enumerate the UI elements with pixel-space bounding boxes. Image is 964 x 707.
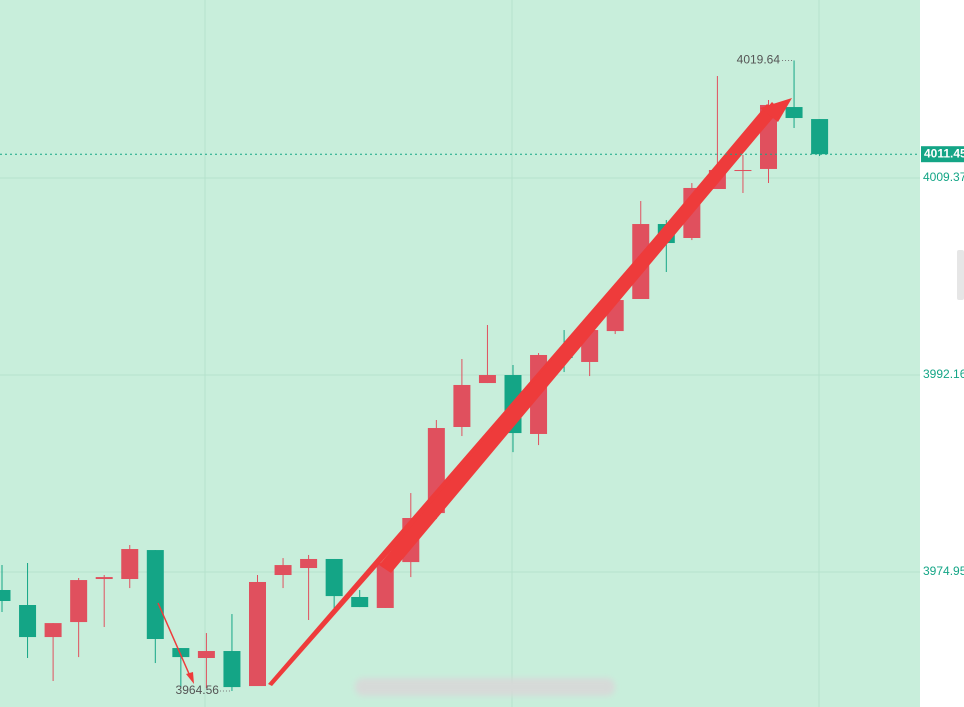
axis-panel bbox=[920, 0, 964, 707]
candle-body bbox=[146, 550, 164, 640]
candle-body bbox=[811, 119, 829, 155]
trend-arrow-thick bbox=[379, 104, 777, 573]
candle-body bbox=[19, 605, 37, 638]
y-tick-label: 3974.95 bbox=[923, 564, 964, 578]
candle-body bbox=[734, 169, 752, 172]
grid bbox=[0, 0, 920, 707]
overlay: 4009.37 3992.16 3974.95 4019.64 3964.56 4011.… bbox=[0, 53, 964, 697]
candle-body bbox=[376, 562, 394, 608]
candle-body bbox=[223, 651, 241, 688]
y-tick-label: 4009.37 bbox=[923, 170, 964, 184]
watermark-blur bbox=[355, 678, 615, 696]
candle-body bbox=[249, 581, 266, 687]
candle-body bbox=[274, 565, 292, 576]
candle-body bbox=[44, 623, 62, 638]
trend-arrow-head bbox=[760, 98, 792, 122]
candle-body bbox=[785, 107, 803, 119]
side-tab[interactable] bbox=[957, 250, 964, 300]
candle-body bbox=[300, 558, 318, 569]
candle-body bbox=[70, 580, 88, 623]
small-arrow bbox=[157, 602, 191, 677]
low-label: 3964.56 bbox=[176, 683, 220, 697]
y-tick-label: 3992.16 bbox=[923, 367, 964, 381]
candle-body bbox=[453, 384, 471, 427]
trend-arrows bbox=[157, 98, 792, 686]
candle-body bbox=[325, 558, 343, 597]
candle-body bbox=[478, 375, 496, 384]
candle-body bbox=[95, 577, 113, 580]
small-arrow-head bbox=[186, 672, 194, 684]
candle-body bbox=[351, 596, 369, 608]
candle-body bbox=[121, 549, 139, 580]
price-tag bbox=[921, 146, 964, 163]
candle-body bbox=[172, 648, 190, 658]
candle-body bbox=[197, 651, 215, 659]
watermark bbox=[355, 678, 615, 696]
candle-body bbox=[0, 590, 11, 601]
high-label: 4019.64 bbox=[737, 53, 781, 67]
price-label: 4011.45 bbox=[924, 146, 964, 160]
